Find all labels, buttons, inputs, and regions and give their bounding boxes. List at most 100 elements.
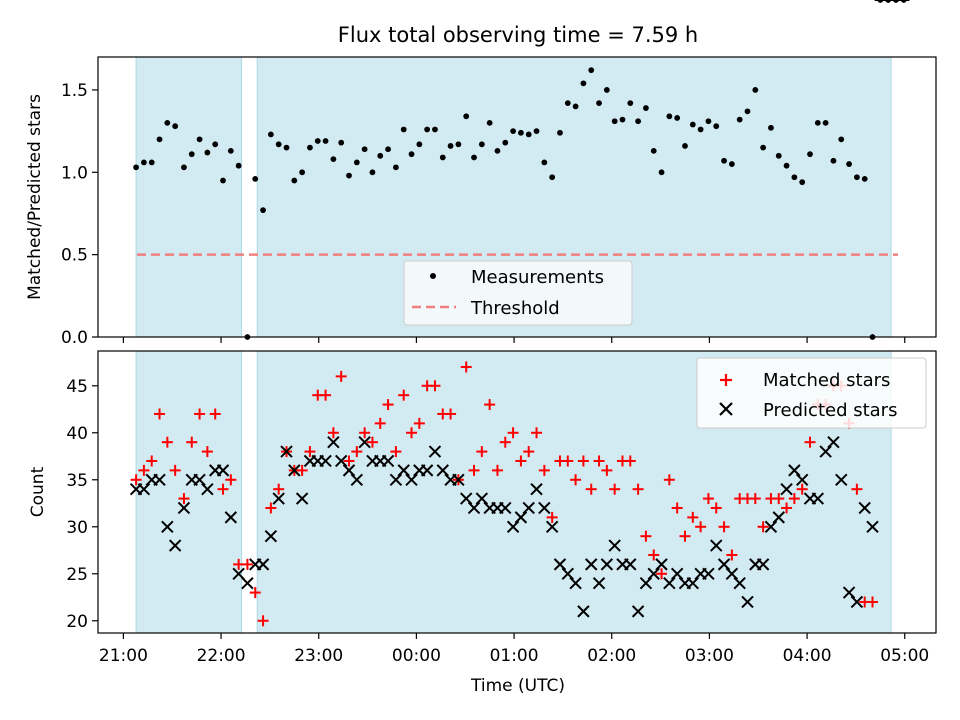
measurement-point [814, 119, 821, 126]
matched-star-point [382, 399, 394, 411]
measurement-point [392, 164, 399, 171]
matched-star-point [217, 483, 229, 495]
predicted-star-point [522, 501, 535, 515]
predicted-star-point [710, 539, 723, 552]
predicted-star-point [795, 473, 809, 486]
measurement-point [338, 139, 345, 146]
predicted-star-point [327, 435, 340, 449]
measurement-point [447, 143, 454, 149]
measurement-point [181, 164, 187, 171]
measurement-point [603, 87, 610, 93]
predicted-star-point [201, 482, 214, 496]
y-tick-label: 25 [66, 565, 88, 585]
predicted-star-point [153, 473, 166, 486]
measurement-point [611, 118, 618, 125]
matched-star-point [351, 446, 363, 458]
measurement-point [768, 124, 774, 131]
top-y-axis-label: Matched/Predicted stars [25, 94, 45, 300]
matched-star-point [695, 521, 707, 533]
predicted-star-point [389, 473, 403, 486]
matched-star-point [867, 596, 879, 608]
x-axis-label: Time (UTC) [470, 676, 565, 696]
matched-star-point [499, 436, 511, 448]
legend-predicted-marker [719, 402, 733, 416]
measurement-point [252, 175, 259, 182]
measurement-point [760, 144, 767, 151]
top-legend-box [403, 260, 633, 326]
measurement-point [164, 119, 171, 126]
matched-star-point [390, 446, 402, 458]
measurement-point [346, 172, 352, 179]
matched-star-point [320, 389, 332, 401]
matched-star-point [241, 558, 253, 570]
shaded-interval-1 [135, 56, 243, 338]
matched-star-point [507, 427, 519, 439]
measurement-point [369, 169, 376, 176]
legend-matched-label: Matched stars [763, 370, 890, 391]
measurement-point [658, 169, 665, 176]
matched-star-point [273, 483, 285, 495]
predicted-star-point [600, 558, 614, 571]
measurement-point [564, 100, 571, 107]
y-tick-label: 45 [66, 377, 88, 397]
bottom-panel: 20 25 30 35 40 45 21:00 22:00 23:00 00:00 01:00 02… [28, 0, 937, 696]
bottom-legend-box [696, 357, 927, 429]
matched-star-point [687, 511, 699, 523]
predicted-star-point [772, 511, 785, 524]
measurement-point [502, 139, 509, 146]
shaded-interval-1 [135, 350, 243, 634]
measurement-point [172, 123, 179, 130]
measurement-point [275, 141, 282, 148]
matched-star-point [656, 568, 668, 580]
measurement-point [267, 131, 274, 138]
predicted-star-point [639, 576, 653, 590]
predicted-star-point [506, 520, 520, 533]
matched-star-point [663, 474, 675, 486]
matched-star-point [476, 446, 488, 458]
matched-star-point [851, 483, 863, 495]
predicted-star-point [514, 511, 528, 524]
predicted-star-point [193, 473, 206, 486]
matched-star-point [445, 408, 457, 420]
predicted-star-point [725, 567, 739, 580]
measurement-point [424, 126, 431, 133]
measurement-point [557, 129, 563, 136]
matched-star-point [154, 408, 166, 420]
predicted-star-point [538, 501, 551, 515]
matched-star-point [366, 436, 378, 448]
matched-star-point [749, 493, 761, 505]
measurement-point [400, 126, 407, 133]
measurement-point [830, 157, 837, 164]
predicted-star-point [608, 539, 621, 552]
matched-star-point [570, 474, 582, 486]
matched-star-point [186, 436, 198, 448]
predicted-star-point [452, 473, 465, 486]
matched-star-point [335, 370, 347, 382]
bottom-y-axis-label: Count [28, 466, 48, 517]
measurement-point [541, 159, 548, 166]
y-tick-label: 30 [66, 518, 88, 538]
measurement-point [307, 144, 313, 151]
predicted-star-point [264, 529, 278, 543]
matched-star-point [679, 530, 691, 542]
matched-star-point [468, 464, 480, 476]
measurement-point [156, 136, 163, 143]
matched-star-point [648, 549, 660, 561]
measurement-point [283, 144, 290, 151]
predicted-star-point [663, 576, 676, 590]
measurement-point [846, 161, 852, 167]
top-legend: Measurements Threshold [403, 260, 633, 326]
measurement-point [416, 141, 423, 148]
predicted-star-point [647, 567, 660, 580]
y-tick-label: 1.5 [61, 81, 88, 101]
measurement-point [212, 141, 219, 148]
predicted-star-point [756, 558, 770, 571]
measurement-point [385, 146, 391, 153]
measurement-point [853, 174, 860, 181]
predicted-star-point [585, 558, 598, 571]
matched-star-point [169, 464, 181, 476]
measurement-point [713, 123, 720, 130]
x-tick-label: 01:00 [490, 646, 539, 666]
matched-star-point [757, 521, 769, 533]
predicted-star-point [842, 586, 856, 599]
